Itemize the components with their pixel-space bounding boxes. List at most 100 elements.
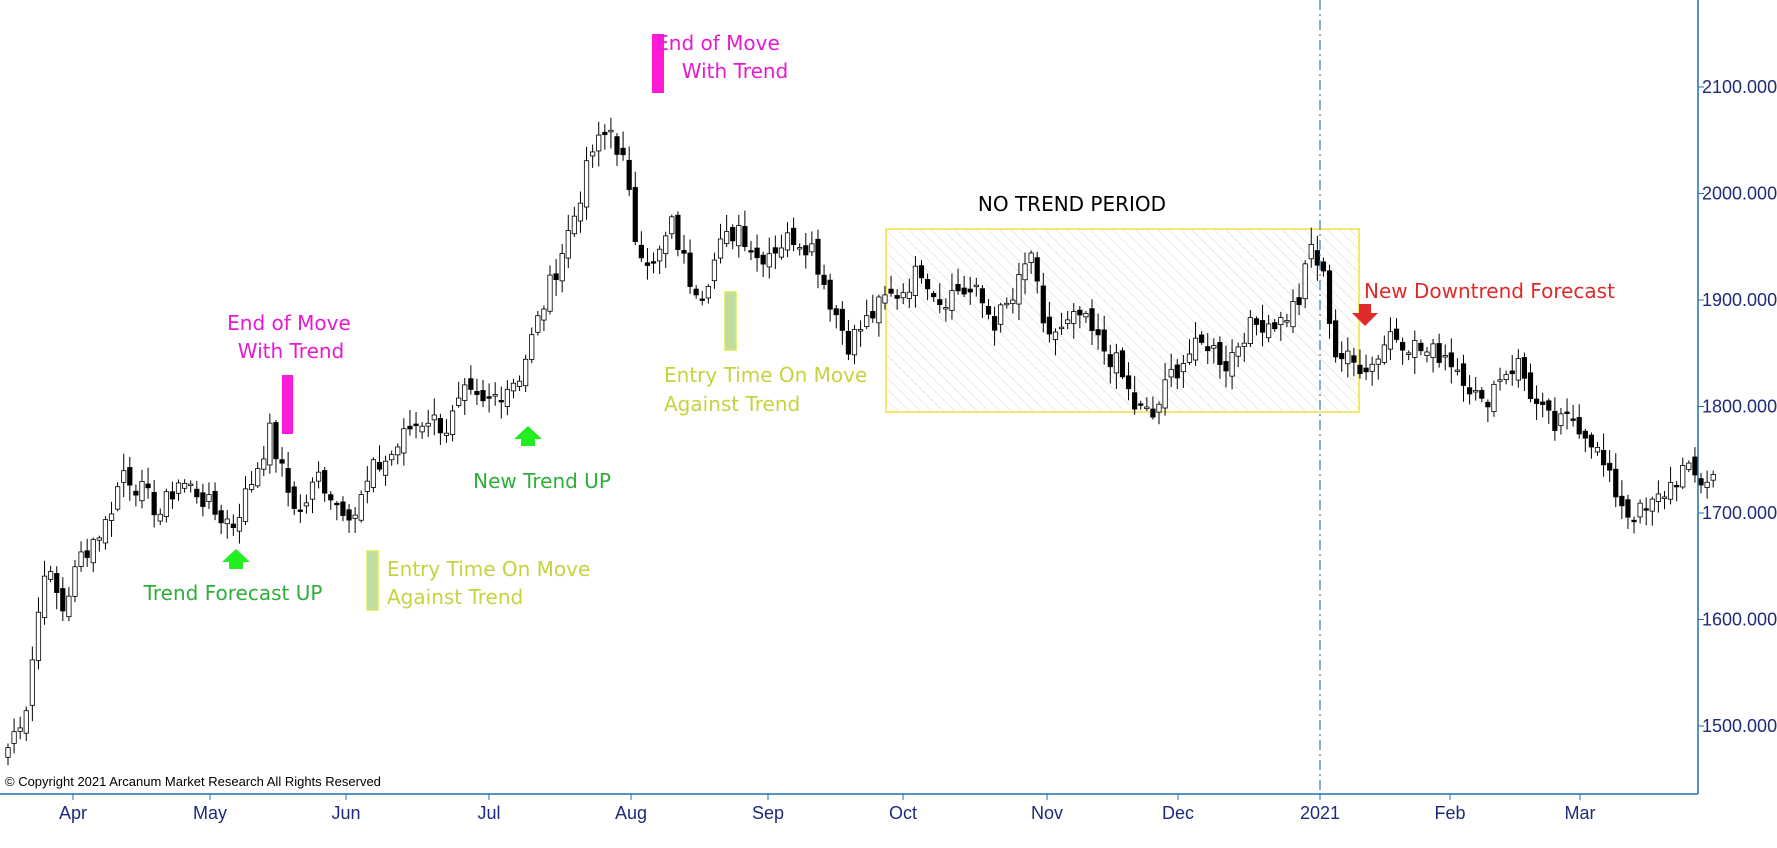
candle-body: [711, 259, 718, 282]
candle-body: [346, 509, 352, 521]
candle-body: [1686, 462, 1692, 470]
candle-body: [480, 390, 486, 402]
candle-body: [998, 304, 1004, 325]
candle-body: [1095, 329, 1101, 336]
entry-label-1a: Entry Time On Move: [387, 557, 590, 581]
candle-body: [370, 459, 377, 488]
candle-body: [687, 252, 693, 287]
candle-body: [425, 422, 431, 427]
candle-body: [145, 483, 151, 489]
candle-body: [1546, 400, 1552, 411]
new-trend-up-label: New Trend UP: [473, 469, 611, 493]
candle-body: [516, 380, 523, 387]
candle-body: [535, 315, 541, 333]
candle-body: [468, 378, 474, 390]
x-tick-label: Nov: [1031, 803, 1063, 823]
new-downtrend-arrow: [1352, 304, 1378, 326]
candle-body: [650, 261, 657, 264]
candle-body: [389, 454, 395, 461]
candle-body: [492, 394, 498, 397]
candle-body: [1174, 364, 1180, 379]
candle-body: [1199, 334, 1205, 343]
candle-body: [858, 329, 864, 332]
candle-body: [1570, 418, 1576, 421]
candle-body: [559, 253, 565, 282]
candle-body: [1192, 337, 1199, 361]
candle-body: [1473, 390, 1479, 393]
candle-body: [717, 238, 724, 259]
candle-body: [1223, 361, 1229, 372]
candle-body: [200, 492, 206, 507]
candle-body: [669, 216, 675, 235]
candle-body: [230, 523, 236, 529]
candle-body: [571, 215, 577, 235]
candle-body: [1564, 411, 1570, 415]
candle-body: [498, 400, 504, 403]
candle-body: [1594, 447, 1601, 453]
candle-body: [1698, 478, 1704, 486]
candle-body: [839, 308, 845, 331]
candle-body: [395, 446, 401, 456]
candle-body: [778, 247, 785, 258]
candle-body: [565, 230, 571, 259]
candle-body: [596, 134, 602, 152]
candle-body: [510, 382, 517, 392]
candle-body: [1314, 250, 1320, 266]
candle-body: [827, 279, 833, 310]
candle-body: [1631, 519, 1637, 523]
candle-body: [949, 290, 955, 311]
no-trend-label: NO TREND PERIOD: [978, 192, 1166, 216]
candle-body: [309, 481, 316, 500]
candle-body: [1004, 302, 1010, 306]
candle-body: [194, 488, 200, 498]
y-tick-label: 1700.000: [1702, 503, 1777, 523]
candle-body: [882, 294, 888, 304]
candle-body: [1180, 363, 1186, 373]
candle-body: [1607, 462, 1613, 471]
candle-body: [315, 471, 322, 482]
candle-body: [352, 514, 358, 519]
candle-body: [626, 159, 632, 190]
candle-body: [1028, 252, 1034, 263]
candle-body: [1150, 408, 1156, 418]
candle-body: [1406, 352, 1412, 355]
candle-body: [1619, 495, 1625, 507]
candle-body: [1369, 363, 1375, 372]
candle-body: [285, 468, 291, 493]
candle-body: [504, 388, 510, 408]
candle-body: [943, 307, 949, 310]
end-move-marker-1: [282, 375, 293, 434]
y-tick-label: 1600.000: [1702, 610, 1777, 630]
candle-body: [248, 484, 255, 490]
candle-body: [133, 490, 139, 496]
candle-body: [638, 244, 644, 259]
candle-body: [303, 502, 310, 507]
candle-body: [1521, 357, 1528, 379]
candle-body: [1235, 346, 1241, 357]
candle-body: [1393, 328, 1400, 340]
x-tick-label: Oct: [889, 803, 917, 823]
candle-body: [681, 250, 687, 254]
candle-body: [401, 428, 407, 454]
candle-body: [991, 316, 998, 331]
candle-body: [443, 432, 450, 436]
candle-body: [1552, 410, 1558, 431]
candle-body: [1058, 326, 1065, 330]
copyright-text: © Copyright 2021 Arcanum Market Research…: [5, 774, 381, 789]
candle-body: [1509, 370, 1515, 375]
new-trend-up-arrow: [514, 426, 542, 446]
candle-body: [108, 513, 115, 521]
end-move-label-1a: End of Move: [227, 311, 351, 335]
candle-body: [1144, 406, 1150, 410]
candle-body: [851, 329, 858, 356]
candle-body: [833, 308, 839, 316]
candle-body: [279, 459, 285, 464]
candle-body: [1302, 263, 1308, 300]
candle-body: [322, 470, 328, 494]
candle-body: [845, 330, 852, 355]
y-tick-label: 2100.000: [1702, 77, 1777, 97]
candle-body: [632, 187, 638, 243]
candle-body: [449, 410, 456, 436]
candle-body: [1290, 301, 1296, 328]
